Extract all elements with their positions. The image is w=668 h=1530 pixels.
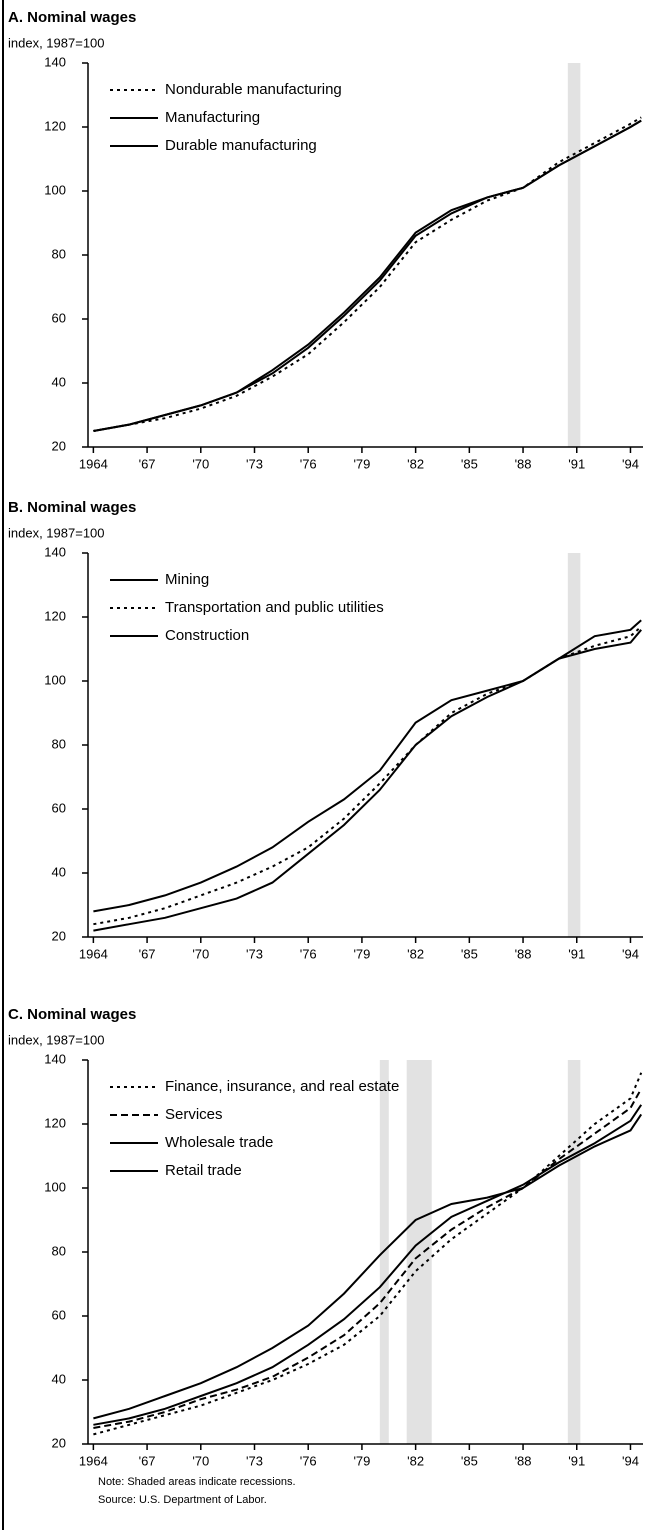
x-tick-label: '79 <box>353 946 370 961</box>
legend-label: Transportation and public utilities <box>165 599 384 616</box>
series-line <box>93 119 642 432</box>
x-tick-label: '67 <box>139 1453 156 1468</box>
x-tick-label: '94 <box>622 1453 639 1468</box>
x-tick-label: '88 <box>515 456 532 471</box>
x-tick-label: '79 <box>353 1453 370 1468</box>
y-tick-label: 40 <box>52 1371 66 1386</box>
y-axis-label: index, 1987=100 <box>8 1032 105 1047</box>
x-tick-label: '94 <box>622 946 639 961</box>
legend-label: Wholesale trade <box>165 1134 273 1151</box>
chart-title: C. Nominal wages <box>8 1006 136 1023</box>
x-tick-label: 1964 <box>79 456 108 471</box>
y-tick-label: 20 <box>52 928 66 943</box>
recession-band <box>567 1060 581 1444</box>
legend-label: Durable manufacturing <box>165 137 317 154</box>
y-tick-label: 80 <box>52 246 66 261</box>
series-line <box>93 619 642 913</box>
legend-label: Finance, insurance, and real estate <box>165 1078 399 1095</box>
x-tick-label: '73 <box>246 456 263 471</box>
x-tick-label: '67 <box>139 456 156 471</box>
y-tick-label: 100 <box>44 182 66 197</box>
y-tick-label: 40 <box>52 374 66 389</box>
y-axis-label: index, 1987=100 <box>8 525 105 540</box>
y-tick-label: 20 <box>52 1435 66 1450</box>
note: Note: Shaded areas indicate recessions. <box>98 1476 296 1488</box>
y-tick-label: 140 <box>44 544 66 559</box>
source: Source: U.S. Department of Labor. <box>98 1494 267 1506</box>
series-line <box>93 1113 643 1420</box>
x-tick-label: '76 <box>300 946 317 961</box>
x-tick-label: '82 <box>407 946 424 961</box>
series-line <box>93 629 642 932</box>
legend-label: Construction <box>165 627 249 644</box>
x-tick-label: '88 <box>515 946 532 961</box>
x-tick-label: '67 <box>139 946 156 961</box>
x-tick-label: '85 <box>461 456 478 471</box>
x-tick-label: '76 <box>300 1453 317 1468</box>
x-tick-label: '94 <box>622 456 639 471</box>
chart-title: A. Nominal wages <box>8 9 136 26</box>
series-line <box>93 625 642 926</box>
y-tick-label: 40 <box>52 864 66 879</box>
legend-label: Mining <box>165 571 209 588</box>
y-tick-label: 80 <box>52 736 66 751</box>
y-tick-label: 140 <box>44 1051 66 1066</box>
series-line <box>93 119 642 432</box>
x-tick-label: '82 <box>407 1453 424 1468</box>
x-tick-label: 1964 <box>79 1453 108 1468</box>
x-tick-label: '70 <box>192 946 209 961</box>
y-tick-label: 60 <box>52 1307 66 1322</box>
x-tick-label: 1964 <box>79 946 108 961</box>
series-line <box>93 1088 643 1429</box>
x-tick-label: '91 <box>568 456 585 471</box>
y-tick-label: 120 <box>44 608 66 623</box>
legend-label: Manufacturing <box>165 109 260 126</box>
y-tick-label: 60 <box>52 310 66 325</box>
x-tick-label: '73 <box>246 946 263 961</box>
x-tick-label: '85 <box>461 946 478 961</box>
recession-band <box>567 553 581 937</box>
chart-title: B. Nominal wages <box>8 499 136 516</box>
x-tick-label: '70 <box>192 456 209 471</box>
y-tick-label: 60 <box>52 800 66 815</box>
y-tick-label: 140 <box>44 54 66 69</box>
x-tick-label: '91 <box>568 946 585 961</box>
y-tick-label: 20 <box>52 438 66 453</box>
x-tick-label: '88 <box>515 1453 532 1468</box>
y-tick-label: 80 <box>52 1243 66 1258</box>
series-line <box>93 1072 643 1436</box>
x-tick-label: '76 <box>300 456 317 471</box>
y-tick-label: 120 <box>44 118 66 133</box>
x-tick-label: '79 <box>353 456 370 471</box>
x-tick-label: '85 <box>461 1453 478 1468</box>
y-tick-label: 100 <box>44 1179 66 1194</box>
x-tick-label: '73 <box>246 1453 263 1468</box>
x-tick-label: '70 <box>192 1453 209 1468</box>
legend-label: Services <box>165 1106 223 1123</box>
y-tick-label: 120 <box>44 1115 66 1130</box>
x-tick-label: '91 <box>568 1453 585 1468</box>
x-tick-label: '82 <box>407 456 424 471</box>
recession-band <box>567 63 581 447</box>
legend-label: Nondurable manufacturing <box>165 81 342 98</box>
y-tick-label: 100 <box>44 672 66 687</box>
y-axis-label: index, 1987=100 <box>8 35 105 50</box>
series-line <box>93 1104 643 1426</box>
legend-label: Retail trade <box>165 1162 242 1179</box>
